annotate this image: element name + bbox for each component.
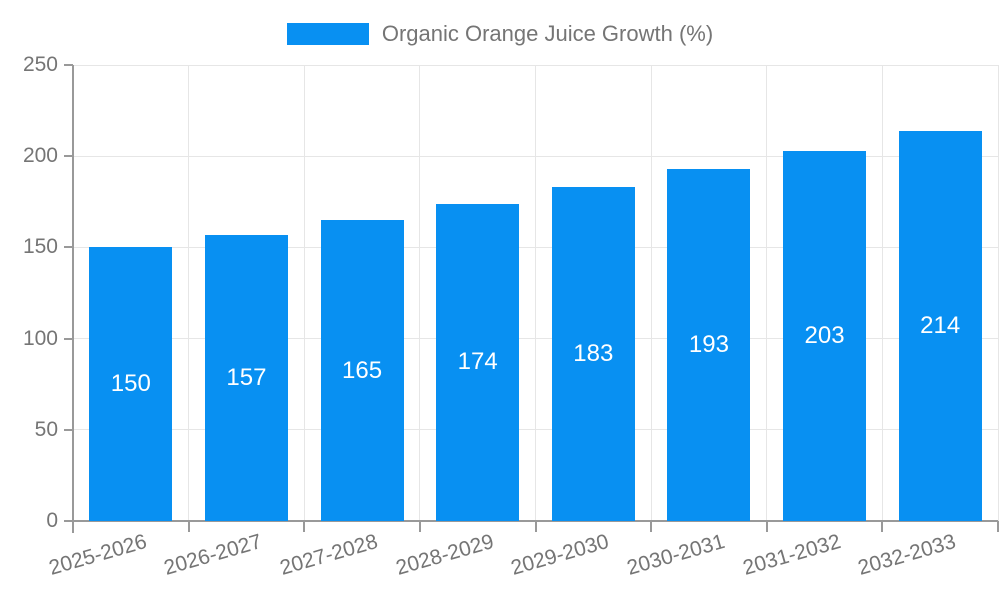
bar[interactable] (89, 247, 173, 521)
bar[interactable] (783, 150, 867, 521)
y-tick-label: 250 (22, 53, 58, 76)
y-axis-line (72, 65, 74, 533)
legend-label: Organic Orange Juice Growth (%) (381, 21, 714, 46)
bar[interactable] (320, 220, 404, 521)
bar-value-label: 214 (920, 311, 961, 339)
x-axis-tick (881, 521, 884, 532)
x-gridline (997, 65, 999, 521)
legend-swatch-icon (286, 23, 369, 45)
bar-value-label: 183 (573, 340, 614, 368)
x-axis-tick (418, 521, 421, 532)
bar-value-label: 165 (342, 356, 383, 384)
bar-value-label: 157 (226, 363, 267, 391)
x-tick-label: 2026-2027 (161, 530, 265, 580)
bar[interactable] (667, 168, 751, 521)
x-tick-label: 2029-2030 (508, 530, 612, 580)
y-axis-tick (64, 155, 73, 158)
bar[interactable] (204, 234, 288, 521)
y-tick-label: 200 (22, 144, 58, 168)
y-axis-tick (64, 428, 73, 431)
x-tick-label: 2032-2033 (855, 530, 959, 580)
x-tick-label: 2025-2026 (46, 530, 150, 580)
y-axis-tick (64, 64, 73, 66)
x-gridline (766, 65, 768, 521)
y-tick-label: 150 (22, 235, 58, 259)
x-axis-tick (534, 521, 537, 532)
y-axis-tick (64, 246, 73, 249)
bar[interactable] (436, 203, 520, 521)
x-tick-label: 2027-2028 (277, 530, 381, 580)
x-gridline (881, 65, 883, 521)
x-axis-tick (187, 521, 190, 532)
x-tick-label: 2031-2032 (740, 530, 843, 580)
bar-value-label: 174 (457, 348, 498, 376)
x-axis-tick (765, 521, 768, 532)
y-tick-label: 0 (46, 509, 58, 532)
bar[interactable] (551, 187, 635, 521)
bar[interactable] (898, 130, 982, 521)
x-gridline (303, 65, 305, 521)
x-gridline (535, 65, 536, 521)
x-tick-label: 2030-2031 (624, 530, 728, 580)
x-axis-tick (303, 521, 306, 532)
y-tick-label: 100 (22, 326, 58, 350)
x-axis-tick (650, 521, 653, 532)
bar-value-label: 193 (688, 330, 729, 358)
y-axis-tick (64, 337, 73, 340)
x-tick-label: 2028-2029 (393, 530, 497, 580)
y-tick-label: 50 (34, 417, 58, 441)
x-gridline (419, 65, 421, 521)
x-gridline (188, 65, 190, 521)
bar-value-label: 203 (804, 321, 845, 349)
legend-item[interactable]: Organic Orange Juice Growth (%) (0, 21, 1000, 47)
x-axis-tick (997, 521, 999, 532)
x-gridline (650, 65, 652, 521)
x-axis-line (64, 520, 998, 522)
bar-value-label: 150 (110, 370, 151, 398)
